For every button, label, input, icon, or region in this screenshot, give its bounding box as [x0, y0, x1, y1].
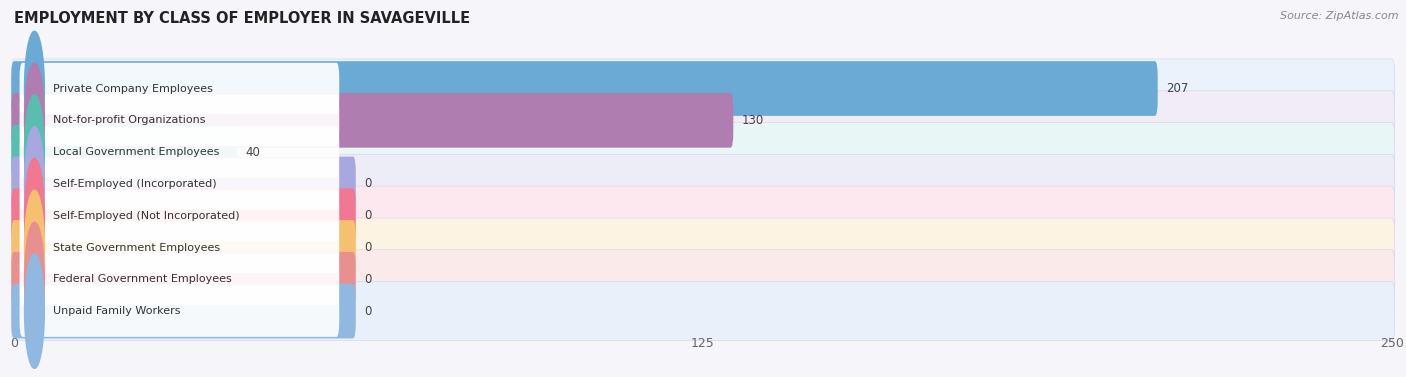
- Text: 0: 0: [364, 273, 371, 286]
- FancyBboxPatch shape: [11, 220, 356, 275]
- Text: 130: 130: [741, 114, 763, 127]
- FancyBboxPatch shape: [20, 95, 339, 146]
- Text: Self-Employed (Incorporated): Self-Employed (Incorporated): [52, 179, 217, 189]
- Text: 0: 0: [364, 305, 371, 317]
- Text: Unpaid Family Workers: Unpaid Family Workers: [52, 306, 180, 316]
- Text: Self-Employed (Not Incorporated): Self-Employed (Not Incorporated): [52, 211, 239, 221]
- FancyBboxPatch shape: [11, 252, 356, 307]
- FancyBboxPatch shape: [20, 63, 339, 114]
- Circle shape: [24, 158, 45, 273]
- Text: Source: ZipAtlas.com: Source: ZipAtlas.com: [1281, 11, 1399, 21]
- FancyBboxPatch shape: [11, 61, 1157, 116]
- Text: 0: 0: [364, 178, 371, 190]
- Circle shape: [24, 127, 45, 241]
- FancyBboxPatch shape: [11, 93, 734, 148]
- FancyBboxPatch shape: [11, 123, 1395, 182]
- Text: 40: 40: [246, 146, 260, 159]
- FancyBboxPatch shape: [11, 284, 356, 339]
- Circle shape: [24, 222, 45, 337]
- FancyBboxPatch shape: [11, 282, 1395, 341]
- Text: Local Government Employees: Local Government Employees: [52, 147, 219, 157]
- FancyBboxPatch shape: [11, 125, 238, 179]
- FancyBboxPatch shape: [11, 154, 1395, 213]
- Text: 0: 0: [364, 241, 371, 254]
- FancyBboxPatch shape: [20, 190, 339, 241]
- FancyBboxPatch shape: [11, 186, 1395, 245]
- Text: State Government Employees: State Government Employees: [52, 242, 219, 253]
- Text: EMPLOYMENT BY CLASS OF EMPLOYER IN SAVAGEVILLE: EMPLOYMENT BY CLASS OF EMPLOYER IN SAVAG…: [14, 11, 470, 26]
- Circle shape: [24, 31, 45, 146]
- FancyBboxPatch shape: [20, 158, 339, 210]
- Text: Not-for-profit Organizations: Not-for-profit Organizations: [52, 115, 205, 125]
- FancyBboxPatch shape: [11, 156, 356, 211]
- Text: 207: 207: [1166, 82, 1188, 95]
- Text: Private Company Employees: Private Company Employees: [52, 84, 212, 93]
- Text: 0: 0: [364, 209, 371, 222]
- Circle shape: [24, 190, 45, 305]
- FancyBboxPatch shape: [20, 285, 339, 337]
- Circle shape: [24, 95, 45, 209]
- FancyBboxPatch shape: [11, 218, 1395, 277]
- FancyBboxPatch shape: [20, 254, 339, 305]
- Circle shape: [24, 254, 45, 368]
- FancyBboxPatch shape: [11, 250, 1395, 309]
- FancyBboxPatch shape: [11, 59, 1395, 118]
- FancyBboxPatch shape: [20, 126, 339, 178]
- Circle shape: [24, 63, 45, 178]
- FancyBboxPatch shape: [11, 91, 1395, 150]
- FancyBboxPatch shape: [20, 222, 339, 273]
- Text: Federal Government Employees: Federal Government Employees: [52, 274, 232, 284]
- FancyBboxPatch shape: [11, 188, 356, 243]
